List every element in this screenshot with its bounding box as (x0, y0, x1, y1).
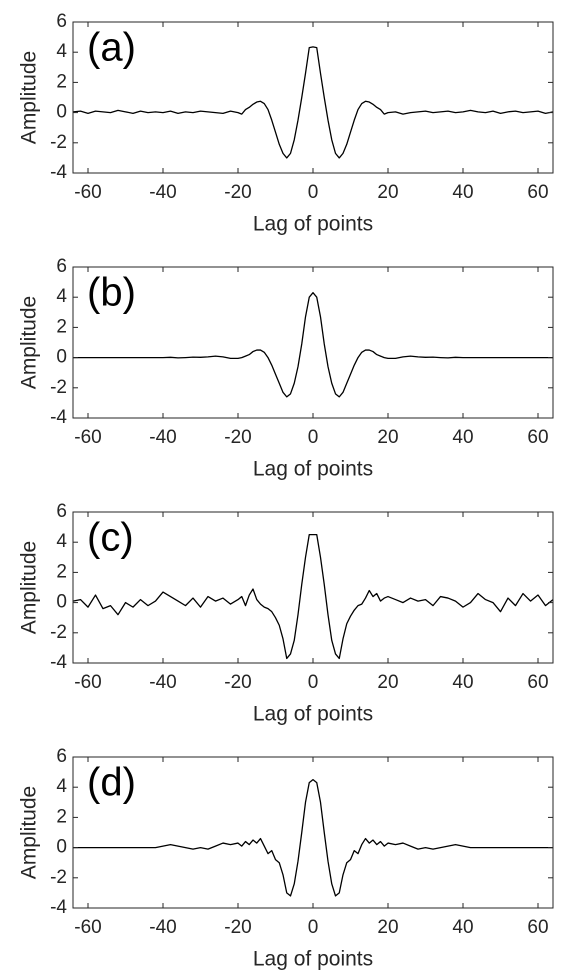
x-tick-label: 0 (308, 672, 319, 693)
x-tick-label: -20 (224, 182, 251, 203)
x-tick-label: -60 (74, 672, 101, 693)
x-tick-label: 20 (377, 182, 398, 203)
x-tick-label: 40 (452, 672, 473, 693)
x-tick-label: 40 (452, 917, 473, 938)
y-axis-label: Amplitude (18, 786, 41, 879)
axes-box (72, 266, 554, 419)
x-tick-label: -60 (74, 427, 101, 448)
panel-label: (a) (87, 26, 136, 70)
x-tick-label: -40 (149, 182, 176, 203)
y-tick-label: -4 (50, 652, 67, 673)
y-tick-label: 4 (56, 776, 67, 797)
x-tick-label: 20 (377, 427, 398, 448)
x-axis-label: Lag of points (253, 703, 373, 726)
x-tick-label: 0 (308, 917, 319, 938)
x-tick-label: 0 (308, 182, 319, 203)
line (72, 46, 554, 159)
axes-box (72, 21, 554, 174)
x-tick-label: 40 (452, 427, 473, 448)
y-tick-label: 0 (56, 592, 67, 613)
y-tick-label: -4 (50, 897, 67, 918)
line (73, 292, 553, 398)
y-axis-label: Amplitude (18, 296, 41, 389)
y-tick-label: -2 (50, 377, 67, 398)
x-tick-label: -20 (224, 427, 251, 448)
x-tick-label: 40 (452, 182, 473, 203)
panel-label: (b) (87, 271, 136, 315)
x-tick-label: 60 (527, 182, 548, 203)
x-tick-label: -20 (224, 672, 251, 693)
y-tick-label: 0 (56, 837, 67, 858)
x-tick-label: -60 (74, 182, 101, 203)
y-tick-label: -4 (50, 407, 67, 428)
panel-label: (d) (87, 761, 136, 805)
y-tick-label: 2 (56, 71, 67, 92)
y-tick-label: -4 (50, 162, 67, 183)
x-tick-label: -60 (74, 917, 101, 938)
y-axis-label: Amplitude (18, 541, 41, 634)
y-tick-label: 0 (56, 102, 67, 123)
y-tick-label: 4 (56, 41, 67, 62)
x-tick-label: -40 (149, 427, 176, 448)
y-tick-label: -2 (50, 622, 67, 643)
y-tick-label: 0 (56, 347, 67, 368)
x-axis-label: Lag of points (253, 458, 373, 481)
y-tick-label: 6 (56, 11, 67, 32)
y-tick-label: 2 (56, 316, 67, 337)
y-tick-label: 4 (56, 531, 67, 552)
y-tick-label: 6 (56, 746, 67, 767)
line (73, 779, 553, 897)
x-axis-label: Lag of points (253, 948, 373, 971)
x-tick-label: 20 (377, 672, 398, 693)
x-axis-label: Lag of points (253, 213, 373, 236)
panel-label: (c) (87, 516, 134, 560)
y-tick-label: 2 (56, 561, 67, 582)
y-axis-label: Amplitude (18, 51, 41, 144)
line (72, 534, 554, 660)
x-tick-label: 60 (527, 427, 548, 448)
x-tick-label: 60 (527, 672, 548, 693)
x-tick-label: -20 (224, 917, 251, 938)
y-tick-label: -2 (50, 867, 67, 888)
y-tick-label: 6 (56, 256, 67, 277)
x-tick-label: 0 (308, 427, 319, 448)
x-tick-label: 60 (527, 917, 548, 938)
x-tick-label: 20 (377, 917, 398, 938)
y-tick-label: 6 (56, 501, 67, 522)
y-tick-label: -2 (50, 132, 67, 153)
x-tick-label: -40 (149, 917, 176, 938)
y-tick-label: 4 (56, 286, 67, 307)
x-tick-label: -40 (149, 672, 176, 693)
y-tick-label: 2 (56, 806, 67, 827)
